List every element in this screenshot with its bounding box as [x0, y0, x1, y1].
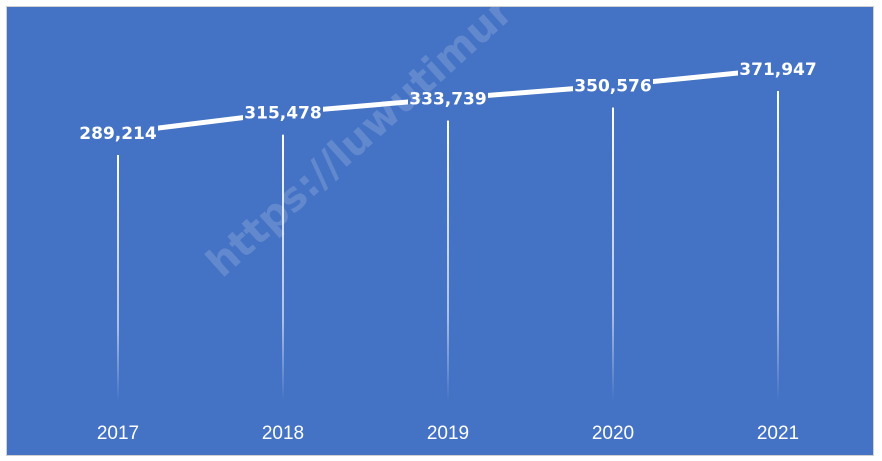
chart-area: 289,214 315,478 333,739 350,576 371,947 2017…: [6, 6, 874, 456]
x-axis-tick-labels: 2017 2018 2019 2020 2021: [97, 423, 799, 444]
drop-line-2017: [117, 155, 119, 401]
data-label-2018: 315,478: [244, 104, 321, 124]
x-tick-label-2020: 2020: [592, 423, 634, 444]
drop-line-2018: [282, 134, 284, 401]
x-tick-label-2019: 2019: [427, 423, 469, 444]
watermark: https://luwutimur: [198, 7, 522, 286]
drop-line-2020: [612, 107, 614, 401]
x-tick-label-2017: 2017: [97, 423, 139, 444]
drop-lines: [117, 91, 779, 401]
data-label-2021: 371,947: [739, 60, 816, 80]
value-labels: 289,214 315,478 333,739 350,576 371,947: [78, 57, 818, 145]
data-label-2020: 350,576: [574, 77, 651, 97]
data-label-background: [243, 100, 323, 125]
data-label-background: [573, 73, 653, 98]
drop-line-2019: [447, 120, 449, 401]
data-label-2017: 289,214: [79, 124, 157, 144]
drop-line-2021: [777, 91, 779, 401]
data-label-background: [738, 57, 818, 81]
line-chart: 289,214 315,478 333,739 350,576 371,947 2017…: [78, 7, 818, 444]
data-label-background: [408, 86, 488, 111]
x-tick-label-2018: 2018: [262, 423, 304, 444]
data-label-background: [78, 121, 158, 145]
x-tick-label-2021: 2021: [757, 423, 799, 444]
data-label-2019: 333,739: [409, 90, 486, 110]
